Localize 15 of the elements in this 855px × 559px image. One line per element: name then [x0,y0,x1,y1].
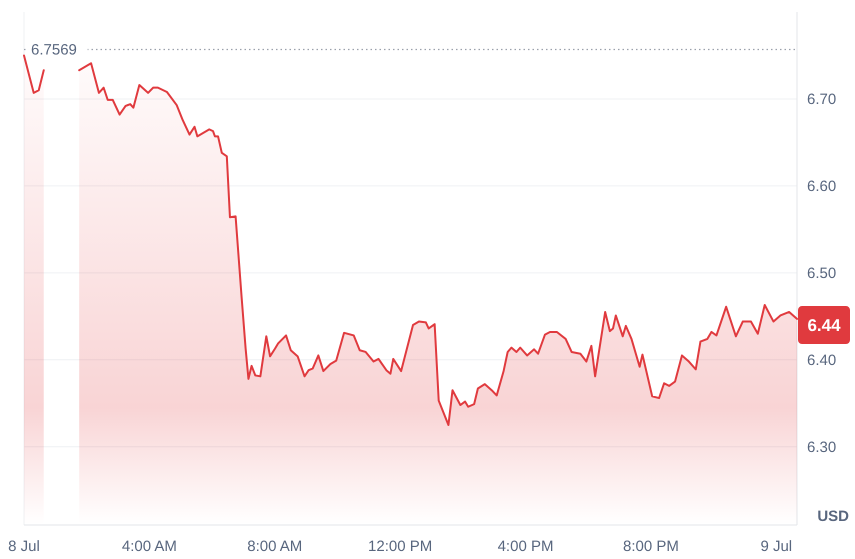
annotation: 6.44 [807,316,842,335]
x-tick-label: 8:00 AM [247,538,302,555]
y-tick-label: 6.50 [807,265,836,282]
y-tick-label: 6.70 [807,91,836,108]
x-tick-label: 4:00 PM [498,538,554,555]
y-tick-label: 6.40 [807,352,836,370]
ref-line-label: 6.7569 [31,41,77,58]
x-tick-label: 12:00 PM [368,538,432,555]
x-tick-label: 8 Jul [8,538,40,555]
y-tick-label: 6.30 [807,438,836,456]
y-axis-title: USD [817,508,850,525]
x-tick-label: 4:00 AM [122,538,177,555]
y-tick-label: 6.60 [807,178,836,196]
x-tick-label: 9 Jul [760,538,792,555]
x-tick-label: 8:00 PM [622,538,679,555]
